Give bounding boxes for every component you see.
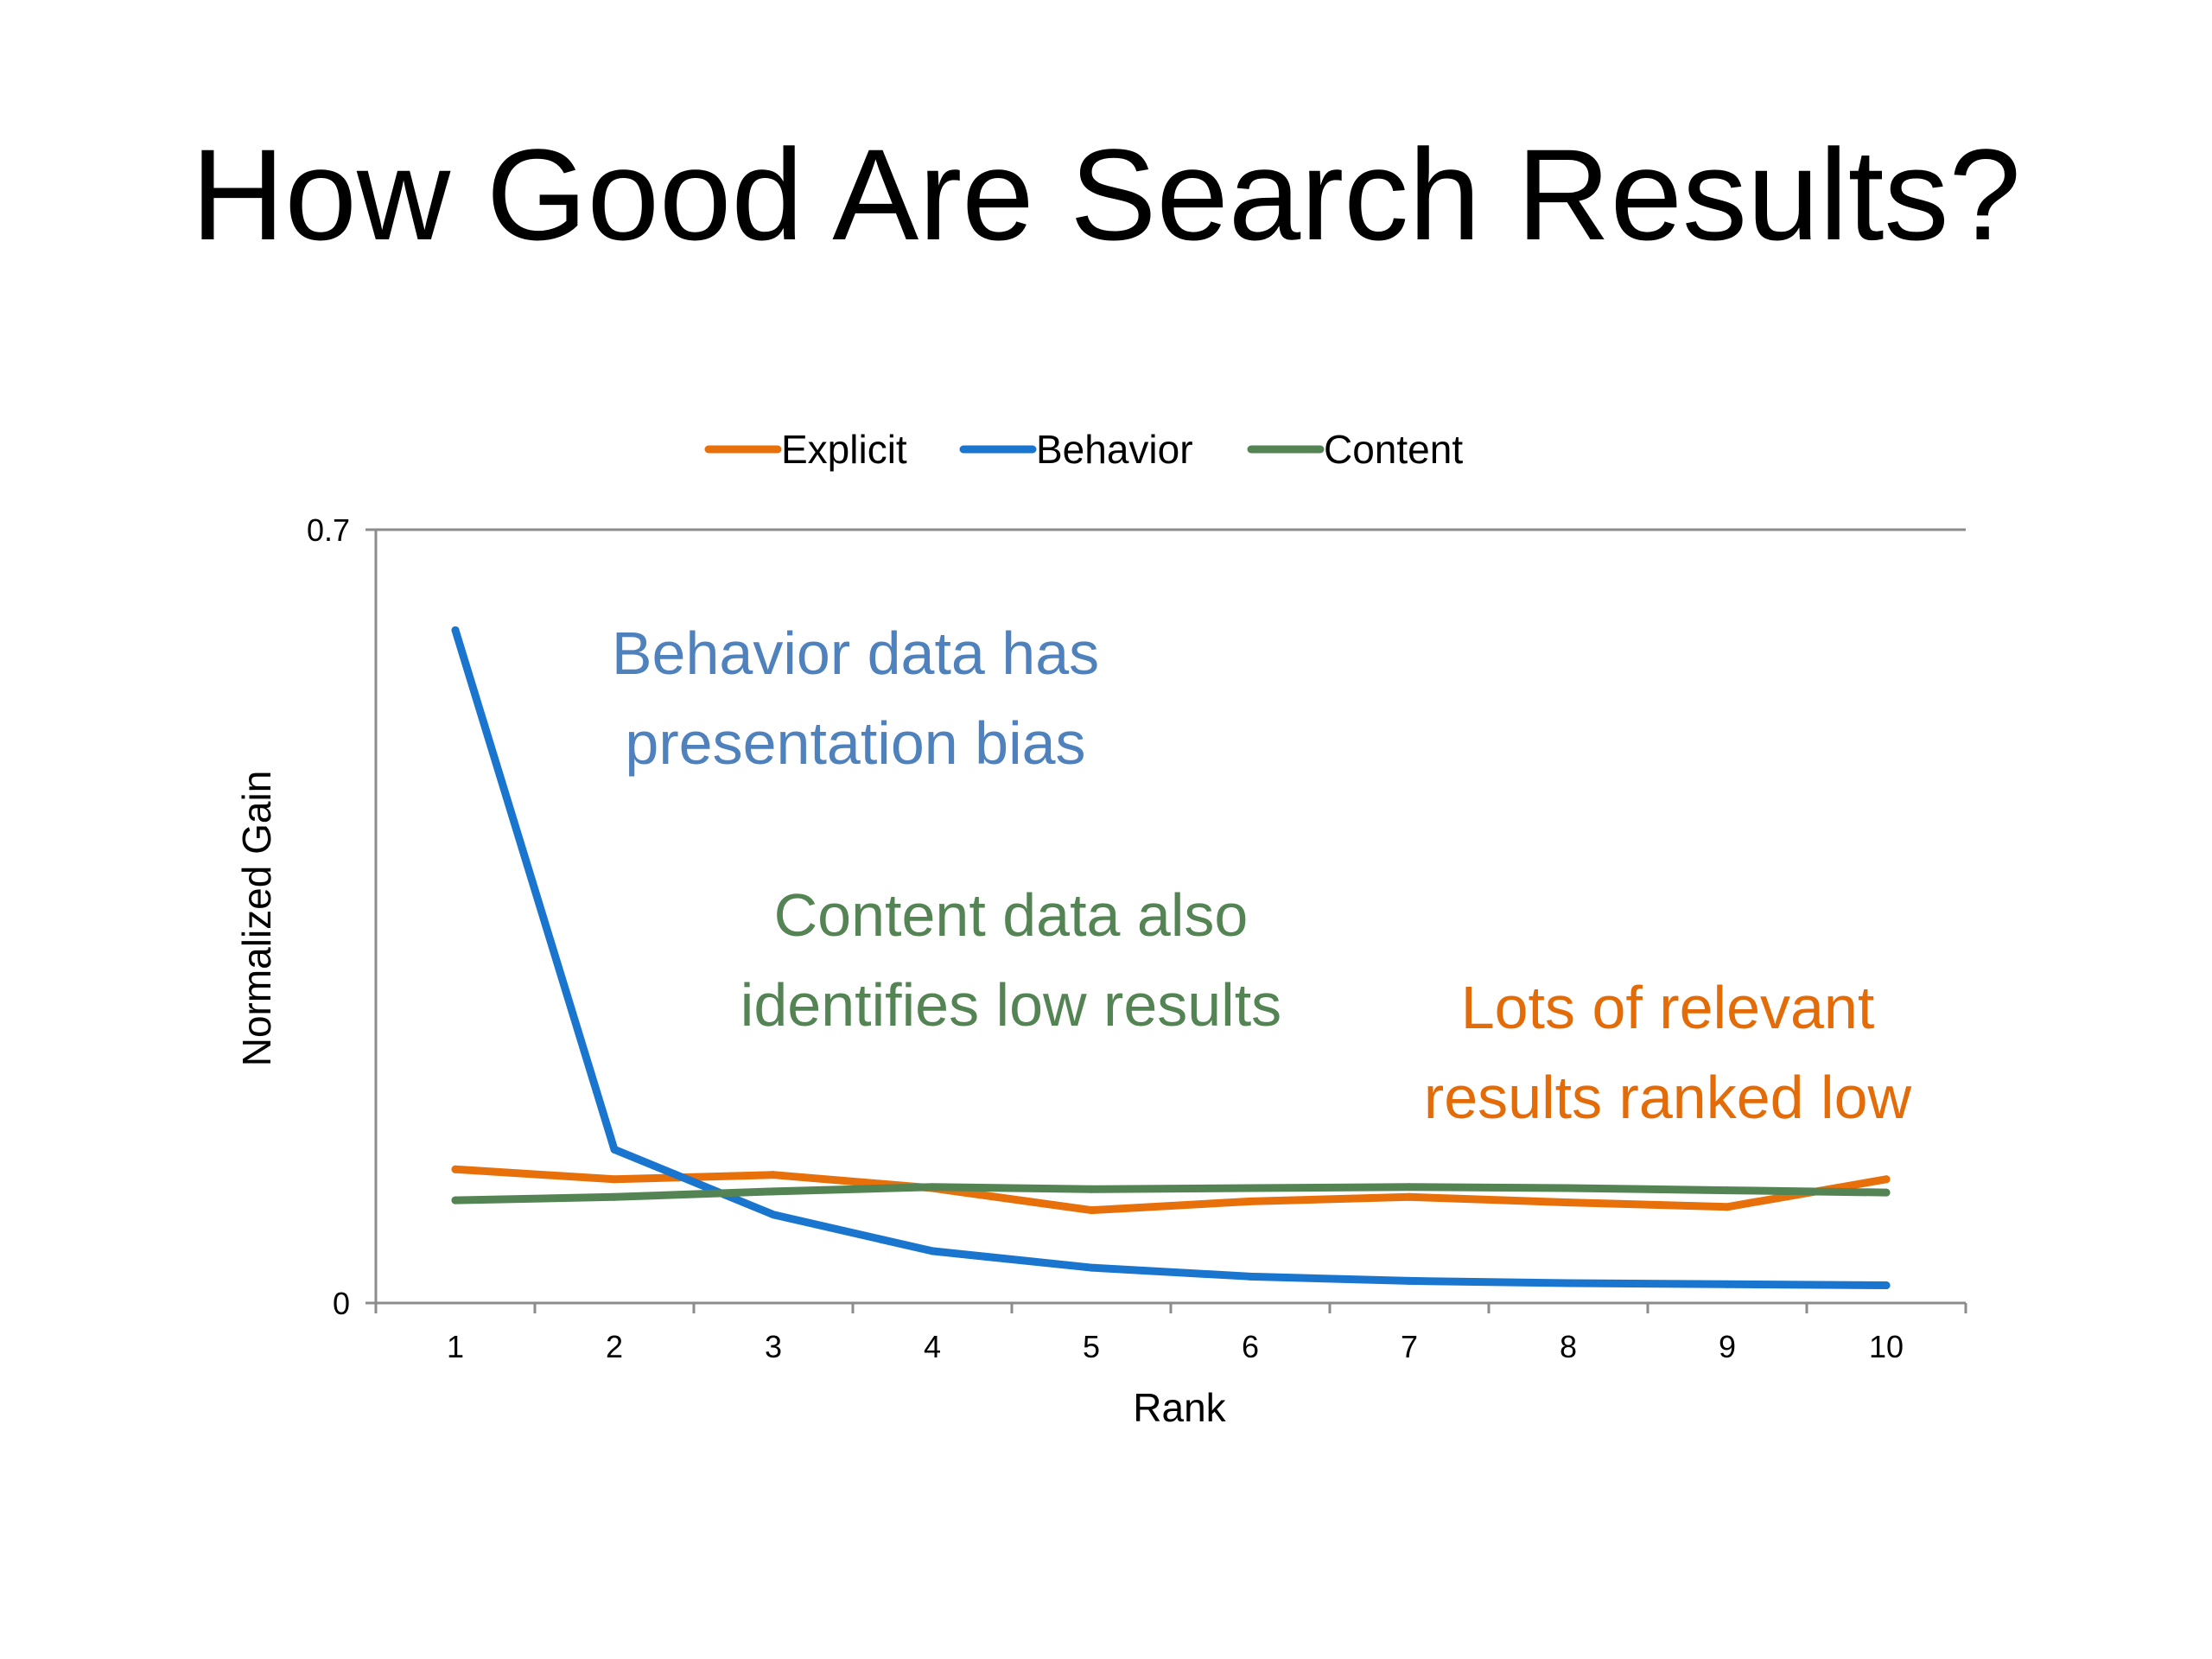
x-tick-label: 5: [1083, 1329, 1100, 1364]
y-tick-label: 0: [333, 1286, 350, 1321]
x-tick-label: 10: [1869, 1329, 1904, 1364]
data-point-content: [1087, 1185, 1096, 1193]
x-tick-label: 1: [447, 1329, 464, 1364]
data-point-explicit: [1882, 1175, 1891, 1184]
series-line-behavior: [451, 626, 1891, 1290]
data-point-explicit: [1246, 1197, 1255, 1205]
y-tick-label: 0.7: [307, 512, 350, 548]
x-tick-label: 7: [1401, 1329, 1418, 1364]
x-tick-label: 3: [765, 1329, 782, 1364]
data-point-explicit: [1564, 1198, 1573, 1207]
data-point-explicit: [1723, 1203, 1732, 1211]
x-tick-label: 4: [924, 1329, 941, 1364]
data-point-behavior: [1564, 1279, 1573, 1287]
legend-label-content: Content: [1324, 427, 1463, 472]
annotation-content: Content data also identifies low results: [657, 871, 1365, 1050]
data-point-explicit: [451, 1165, 460, 1173]
data-point-content: [1246, 1184, 1255, 1192]
annotation-line: presentation bias: [625, 709, 1086, 777]
chart-axes: 0 0.7 1 2 3 4 5 6 7 8 9 10: [307, 512, 1967, 1364]
data-point-content: [1882, 1188, 1891, 1197]
annotation-behavior: Behavior data has presentation bias: [510, 609, 1201, 788]
data-point-content: [1564, 1184, 1573, 1192]
data-point-content: [451, 1196, 460, 1205]
data-point-behavior: [610, 1145, 619, 1154]
chart-legend: Explicit Behavior Content: [704, 427, 1463, 472]
data-point-behavior: [1405, 1276, 1414, 1285]
annotation-explicit: Lots of relevant results ranked low: [1365, 963, 1970, 1142]
y-axis-label: Normalized Gain: [234, 771, 279, 1067]
slide-title: How Good Are Search Results?: [191, 122, 2021, 267]
x-axis-label: Rank: [1133, 1385, 1226, 1430]
legend-label-explicit: Explicit: [781, 427, 907, 472]
chart-series: [451, 626, 1891, 1290]
data-point-behavior: [451, 626, 460, 634]
x-tick-label: 6: [1242, 1329, 1259, 1364]
legend-label-behavior: Behavior: [1036, 427, 1193, 472]
data-point-behavior: [1723, 1280, 1732, 1288]
series-line-content: [451, 1183, 1891, 1205]
x-tick-label: 8: [1560, 1329, 1577, 1364]
data-point-explicit: [1405, 1192, 1414, 1201]
annotation-line: Lots of relevant: [1460, 974, 1875, 1041]
data-point-behavior: [1882, 1281, 1891, 1290]
annotation-line: Behavior data has: [611, 620, 1100, 687]
annotation-line: Content data also: [773, 881, 1249, 949]
data-point-explicit: [1087, 1206, 1096, 1215]
series-line-explicit: [451, 1165, 1891, 1215]
data-point-content: [610, 1192, 619, 1201]
data-point-content: [769, 1187, 778, 1196]
data-point-behavior: [769, 1211, 778, 1219]
data-point-behavior: [1246, 1272, 1255, 1281]
x-tick-label: 9: [1719, 1329, 1736, 1364]
data-point-explicit: [610, 1175, 619, 1184]
x-tick-label: 2: [606, 1329, 623, 1364]
annotation-line: identifies low results: [740, 970, 1282, 1039]
data-point-explicit: [769, 1171, 778, 1179]
annotation-line: results ranked low: [1423, 1063, 1912, 1131]
data-point-content: [1405, 1183, 1414, 1192]
data-point-content: [1723, 1186, 1732, 1195]
data-point-behavior: [1087, 1263, 1096, 1272]
data-point-content: [928, 1183, 937, 1192]
data-point-behavior: [928, 1247, 937, 1255]
